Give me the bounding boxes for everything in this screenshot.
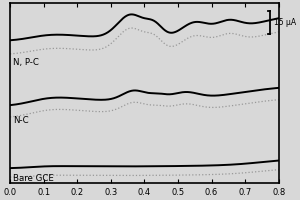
Text: N, P-C: N, P-C [14, 58, 39, 67]
Text: 15 μA: 15 μA [274, 18, 296, 27]
Text: Bare GCE: Bare GCE [14, 174, 54, 183]
Text: N-C: N-C [14, 116, 29, 125]
